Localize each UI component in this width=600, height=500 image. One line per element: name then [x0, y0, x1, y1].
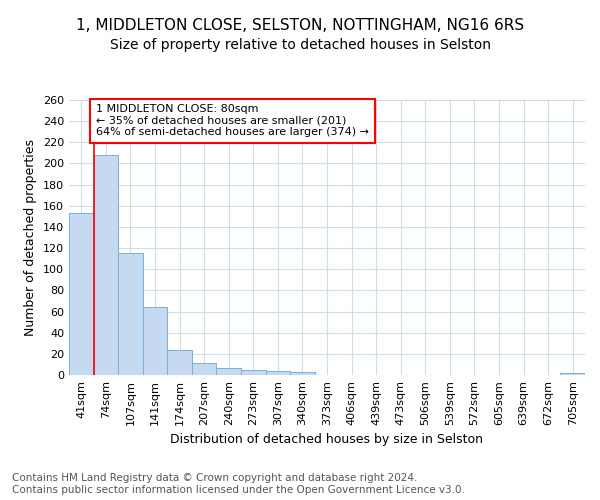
Text: 1, MIDDLETON CLOSE, SELSTON, NOTTINGHAM, NG16 6RS: 1, MIDDLETON CLOSE, SELSTON, NOTTINGHAM,… — [76, 18, 524, 32]
Text: Size of property relative to detached houses in Selston: Size of property relative to detached ho… — [110, 38, 491, 52]
Bar — [290, 372, 315, 375]
Bar — [143, 308, 167, 375]
Bar — [118, 254, 143, 375]
Bar — [69, 213, 94, 375]
Bar — [560, 373, 585, 375]
Bar — [217, 368, 241, 375]
Bar — [192, 364, 217, 375]
X-axis label: Distribution of detached houses by size in Selston: Distribution of detached houses by size … — [170, 433, 484, 446]
Bar — [241, 370, 266, 375]
Bar — [94, 155, 118, 375]
Y-axis label: Number of detached properties: Number of detached properties — [25, 139, 37, 336]
Text: 1 MIDDLETON CLOSE: 80sqm
← 35% of detached houses are smaller (201)
64% of semi-: 1 MIDDLETON CLOSE: 80sqm ← 35% of detach… — [96, 104, 369, 138]
Text: Contains HM Land Registry data © Crown copyright and database right 2024.
Contai: Contains HM Land Registry data © Crown c… — [12, 474, 465, 495]
Bar — [167, 350, 192, 375]
Bar — [266, 371, 290, 375]
